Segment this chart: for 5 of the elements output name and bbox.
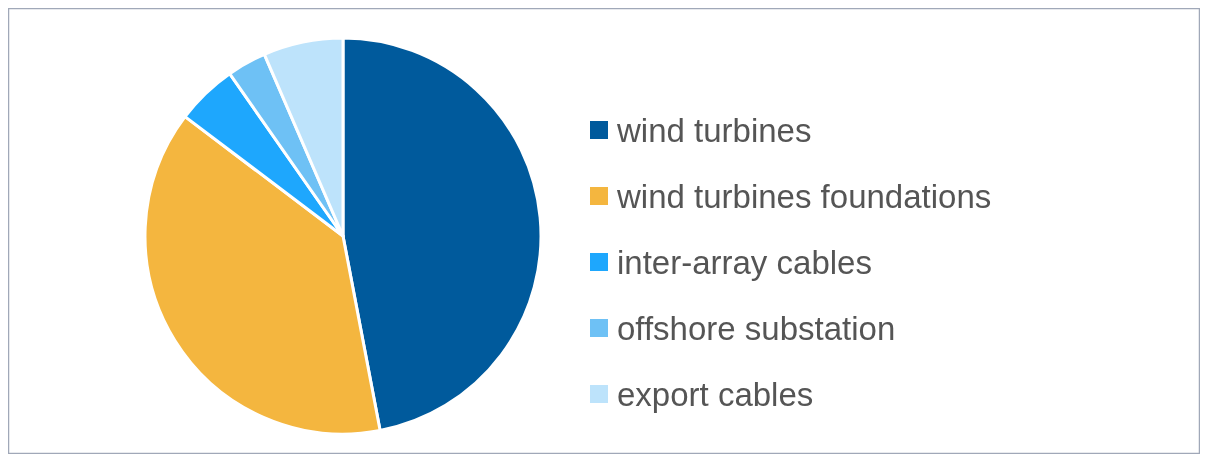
legend-label: wind turbines foundations [616, 177, 992, 215]
legend-label: offshore substation [617, 309, 896, 347]
legend-label: inter-array cables [617, 243, 872, 281]
legend-label: export cables [617, 375, 814, 413]
legend-label: wind turbines [616, 111, 812, 149]
